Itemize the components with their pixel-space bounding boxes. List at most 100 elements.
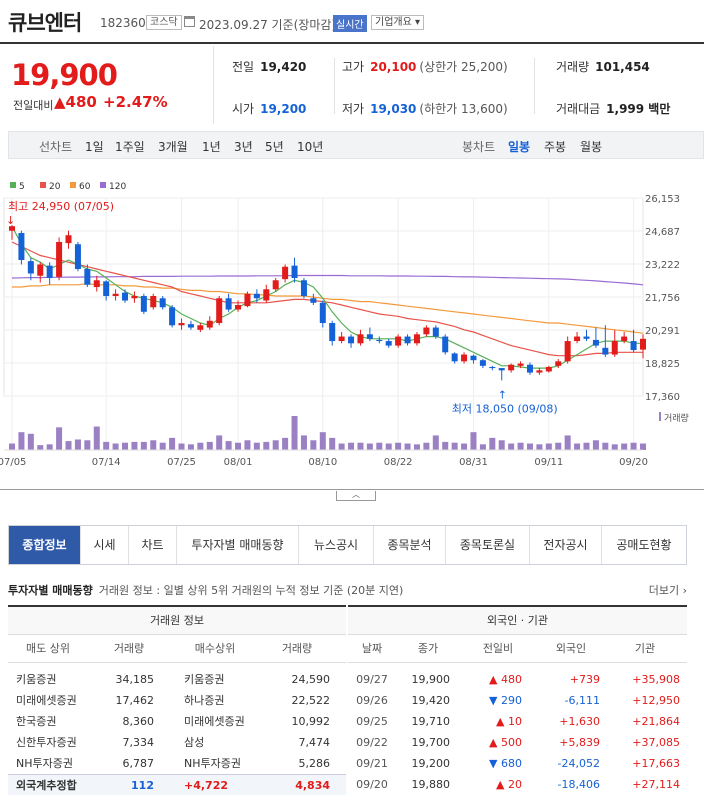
candle-down [592,339,599,346]
candle-down [385,341,392,346]
table-row: 09/21 19,200 ▼ 680 -24,052 +17,663 [348,753,687,774]
sell-volume: 7,334 [122,736,155,749]
y-tick-label: 17,360 [645,392,680,403]
volume-bar [413,444,420,450]
up-arrow-icon: ↑ [498,388,507,401]
volume-bar [93,426,100,450]
volume-bar [545,443,552,450]
volume-bar [498,440,505,450]
col-sell-broker: 매도 상위 [26,642,70,655]
corp-info-label: 기업개요 [375,17,412,28]
collapse-chart-button[interactable]: ︿ [336,491,376,501]
more-link[interactable]: 더보기 › [649,582,687,598]
foreign-net-buy: -18,406 [557,778,600,791]
legend-swatch-5 [10,182,16,188]
candle-down [84,268,91,285]
tab-disclosure[interactable]: 전자공시 [530,526,602,564]
trade-date: 09/22 [356,736,388,749]
x-tick-label: 08/01 [224,457,253,468]
foreign-table: 외국인 · 기관 날짜 종가 전일비 외국인 기관 09/27 19,900 ▲ 4… [348,605,687,795]
volume-bar [461,443,468,450]
chevron-up-icon: ︿ [352,490,360,499]
candle-down [253,293,260,299]
candle-up [244,293,251,307]
volume-legend-swatch [659,412,661,421]
x-tick-label: 09/20 [619,457,648,468]
candle-down [630,341,637,351]
tab-investor-trend[interactable]: 투자자별 매매동향 [177,526,299,564]
volume-bar [150,440,157,450]
volume-bar [526,443,533,450]
stat-note: (하한가 13,600) [419,102,508,116]
candle-down [602,347,609,355]
buy-broker-name: NH투자증권 [184,757,241,770]
stat-high: 고가 20,100 (상한가 25,200) [342,58,508,75]
price-box: 19,900 전일대비 ▲480 +2.47% [0,46,214,124]
table-row: 한국증권 8,360 미래에셋증권 10,992 [8,711,346,732]
volume-bar [357,442,364,450]
candle-down [140,296,147,312]
period-3m[interactable]: 3개월 [158,140,188,154]
candle-down [329,323,336,342]
y-tick-label: 21,756 [645,293,680,304]
table-row: 미래에셋증권 17,462 하나증권 22,522 [8,690,346,711]
tab-news[interactable]: 뉴스공시 [299,526,374,564]
trade-date: 09/26 [356,694,388,707]
buy-volume: 5,286 [298,757,331,770]
candle-monthly[interactable]: 월봉 [580,140,603,154]
legend-swatch-20 [40,182,46,188]
close-price: 19,420 [411,694,451,707]
tab-quote[interactable]: 시세 [81,526,129,564]
stat-amount: 거래대금 1,999 백만 [556,100,670,117]
tab-summary[interactable]: 종합정보 [9,526,81,564]
foreign-net-buy: +1,630 [559,715,600,728]
foreign-net-buy: -24,052 [557,757,600,770]
candle-up [508,364,515,371]
corp-info-dropdown[interactable]: 기업개요 ▾ [371,15,425,30]
candle-up [197,325,204,330]
volume-bar [536,444,543,450]
foreign-net-buy: -6,111 [564,694,600,707]
candle-weekly[interactable]: 주봉 [544,140,567,154]
candle-up [357,334,364,344]
tab-discussion[interactable]: 종목토론실 [446,526,530,564]
stat-label: 고가 [342,60,365,74]
candle-down [159,298,166,308]
foreign-net-buy: +739 [569,673,600,686]
section-header: 투자자별 매매동향 거래원 정보 : 일별 상위 5위 거래원의 누적 정보 기준… [8,582,687,598]
buy-volume: 7,474 [298,736,331,749]
trade-date: 09/27 [356,673,388,686]
candle-daily[interactable]: 일봉 [508,140,531,154]
stock-header: 큐브엔터 182360 코스닥 2023.09.27 기준(장마감) 실시간 기… [0,0,704,44]
period-1d[interactable]: 1일 [85,140,104,154]
candle-up [611,341,618,355]
foreign-rows: 09/27 19,900 ▲ 480 +739 +35,908 09/26 19,420 ▼ … [348,663,687,795]
calendar-icon [184,16,195,27]
period-5y[interactable]: 5년 [265,140,284,154]
stat-label: 전일 [232,60,255,74]
daily-change: ▲ 500 [489,736,522,749]
period-3y[interactable]: 3년 [234,140,253,154]
tab-chart[interactable]: 차트 [129,526,177,564]
period-1y[interactable]: 1년 [202,140,221,154]
realtime-button[interactable]: 실시간 [333,15,367,32]
volume-bar [74,439,81,450]
market-badge: 코스닥 [146,15,182,30]
candle-down [526,364,533,373]
volume-bar [282,437,289,450]
tab-short-selling[interactable]: 공매도현황 [616,538,672,552]
volume-bar [291,416,298,450]
candle-down [583,336,590,339]
period-1w[interactable]: 1주일 [115,140,145,154]
close-price: 19,880 [411,778,451,791]
volume-bar [27,433,34,450]
volume-bar [84,440,91,450]
y-tick-label: 18,825 [645,359,680,370]
y-tick-label: 24,687 [645,227,680,238]
candle-up [9,226,15,231]
period-10y[interactable]: 10년 [297,140,324,154]
sell-volume: 34,185 [115,673,155,686]
tab-analysis[interactable]: 종목분석 [374,526,446,564]
y-tick-label: 26,153 [645,194,680,205]
close-price: 19,200 [411,757,451,770]
